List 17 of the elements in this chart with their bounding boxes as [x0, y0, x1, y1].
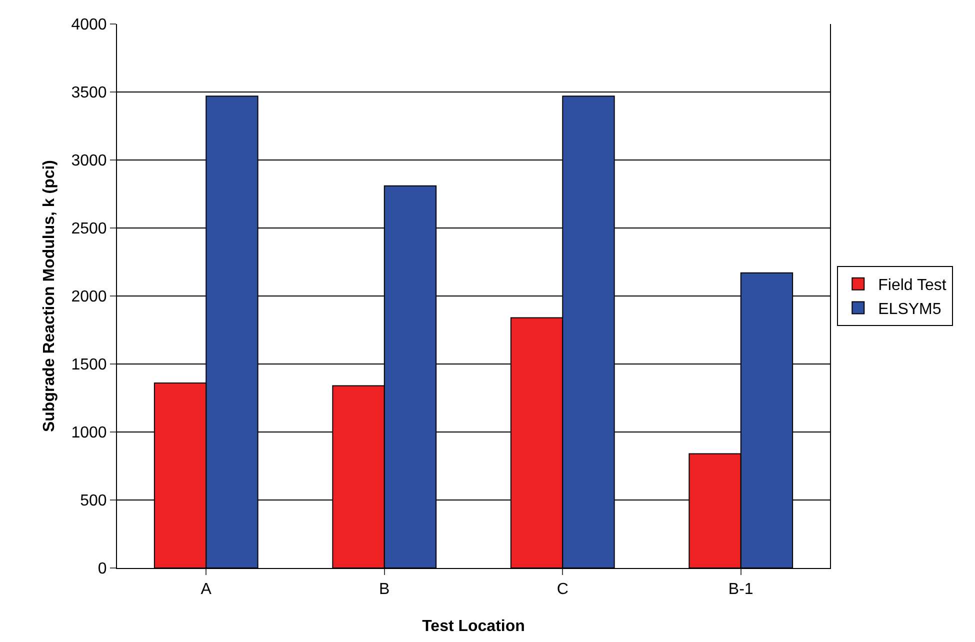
- y-tick-label: 2000: [71, 288, 107, 306]
- y-tick-label: 1000: [71, 424, 107, 442]
- y-tick-label: 4000: [71, 16, 107, 34]
- y-tick-label: 3500: [71, 84, 107, 102]
- y-tick-label: 500: [80, 492, 107, 510]
- x-tick-label: A: [200, 581, 212, 598]
- y-axis-title: Subgrade Reaction Modulus, k (pci): [41, 160, 58, 432]
- legend-label: Field Test: [878, 277, 947, 294]
- y-tick-label: 1500: [71, 356, 107, 374]
- y-tick-label: 0: [98, 560, 107, 578]
- x-tick-label: C: [556, 581, 568, 598]
- x-tick-label: B: [379, 581, 390, 598]
- y-tick-label: 2500: [71, 220, 107, 238]
- x-axis-title: Test Location: [422, 618, 525, 635]
- x-tick-label: B-1: [728, 581, 754, 598]
- legend-label: ELSYM5: [878, 300, 942, 318]
- y-tick-label: 3000: [71, 152, 107, 170]
